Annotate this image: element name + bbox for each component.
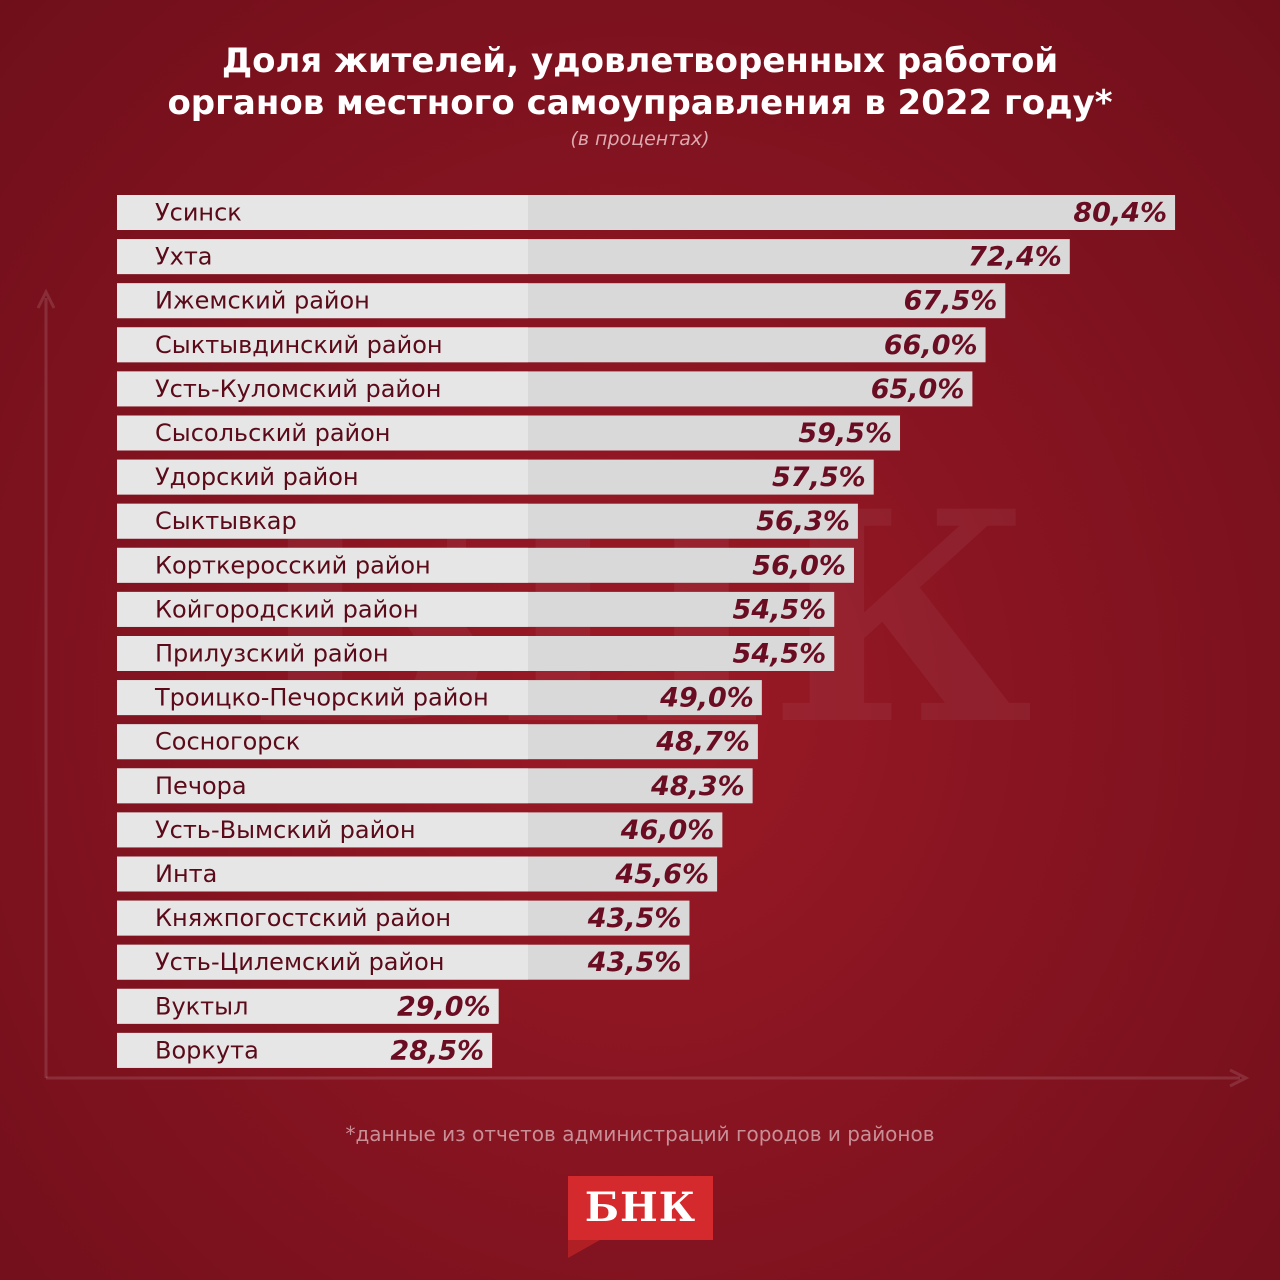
bar-highlight xyxy=(117,900,528,936)
bar-highlight xyxy=(117,503,528,539)
value-label: 67,5% xyxy=(904,286,998,317)
category-label: Троицко-Печорский район xyxy=(154,684,489,712)
bar-highlight xyxy=(117,812,528,848)
bar-row: Сосногорск 48,7% xyxy=(117,724,758,760)
bar-row: Ухта 72,4% xyxy=(117,239,1070,275)
bar-row: Койгородский район 54,5% xyxy=(117,591,835,627)
value-label: 45,6% xyxy=(614,859,709,890)
bar-row: Корткеросский район 56,0% xyxy=(117,547,854,583)
bar-highlight xyxy=(117,768,528,804)
bar-highlight xyxy=(117,327,528,363)
bar-row: Княжпогостский район 43,5% xyxy=(117,900,690,936)
bar-highlight xyxy=(117,459,528,495)
value-label: 43,5% xyxy=(587,903,682,934)
category-label: Княжпогостский район xyxy=(155,904,451,932)
value-label: 72,4% xyxy=(968,242,1062,273)
bar-row: Ижемский район 67,5% xyxy=(117,283,1006,319)
category-label: Сыктывдинский район xyxy=(155,331,443,359)
value-label: 49,0% xyxy=(659,683,754,714)
chart-subtitle: (в процентах) xyxy=(570,128,710,150)
category-label: Усть-Цилемский район xyxy=(155,948,444,976)
bar-row: Инта 45,6% xyxy=(117,856,718,892)
bar-row: Троицко-Печорский район 49,0% xyxy=(117,680,762,716)
value-label: 46,0% xyxy=(620,815,715,846)
bar-highlight xyxy=(117,239,528,275)
bar-highlight xyxy=(117,547,528,583)
bar-highlight xyxy=(117,636,528,671)
category-label: Усинск xyxy=(155,199,242,227)
bar-highlight xyxy=(117,371,528,407)
value-label: 59,5% xyxy=(798,418,892,449)
value-label: 57,5% xyxy=(772,462,866,493)
bar-highlight xyxy=(117,856,528,892)
bar-row: Вуктыл 29,0% xyxy=(117,988,499,1024)
bar-highlight xyxy=(117,591,528,627)
category-label: Усть-Куломский район xyxy=(155,375,441,403)
logo-text: БНК xyxy=(568,1176,713,1240)
category-label: Корткеросский район xyxy=(155,551,431,579)
value-label: 43,5% xyxy=(587,947,682,978)
bar-row: Печора 48,3% xyxy=(117,768,753,804)
value-label: 54,5% xyxy=(733,639,827,670)
bar-row: Удорский район 57,5% xyxy=(117,459,874,495)
bar-highlight xyxy=(117,283,528,319)
chart-title: Доля жителей, удовлетворенных работой ор… xyxy=(0,40,1280,124)
chart-title-line-2: органов местного самоуправления в 2022 г… xyxy=(167,83,1113,123)
bar-row: Сыктывкар 56,3% xyxy=(117,503,858,539)
category-label: Вуктыл xyxy=(155,992,248,1020)
category-label: Ухта xyxy=(155,243,213,271)
value-label: 54,5% xyxy=(733,594,827,625)
category-label: Прилузский район xyxy=(155,640,389,668)
value-label: 66,0% xyxy=(884,330,978,361)
value-label: 56,3% xyxy=(756,506,850,537)
bar-highlight xyxy=(117,680,528,716)
footnote: *данные из отчетов администраций городов… xyxy=(345,1122,935,1146)
value-label: 80,4% xyxy=(1073,198,1167,229)
bar-row: Усть-Куломский район 65,0% xyxy=(117,371,973,407)
bar-row: Усинск 80,4% xyxy=(117,195,1176,230)
category-label: Печора xyxy=(155,772,247,800)
value-label: 56,0% xyxy=(752,550,846,581)
bar-row: Сысольский район 59,5% xyxy=(117,415,901,451)
bars-layer: Усинск 80,4% Ухта 72,4% Ижемский район 67,5% С… xyxy=(117,195,1176,1068)
bar-highlight xyxy=(117,195,528,230)
bar-row: Сыктывдинский район 66,0% xyxy=(117,327,986,363)
category-label: Сыктывкар xyxy=(155,507,297,535)
chart-title-line-1: Доля жителей, удовлетворенных работой xyxy=(221,41,1059,81)
value-label: 48,7% xyxy=(655,727,750,758)
bar-row: Усть-Цилемский район 43,5% xyxy=(117,944,690,980)
bar-row: Воркута 28,5% xyxy=(117,1032,493,1068)
category-label: Инта xyxy=(155,860,217,888)
category-label: Койгородский район xyxy=(155,595,419,623)
bar-highlight xyxy=(117,1032,493,1068)
category-label: Удорский район xyxy=(155,463,359,491)
category-label: Сосногорск xyxy=(155,728,300,756)
value-label: 29,0% xyxy=(397,991,491,1022)
decor-axis-y-arrow xyxy=(36,288,56,309)
value-label: 65,0% xyxy=(871,374,965,405)
category-label: Ижемский район xyxy=(155,287,370,315)
bar-highlight xyxy=(117,724,528,760)
logo-tail-shape xyxy=(568,1240,600,1258)
bar-row: Усть-Вымский район 46,0% xyxy=(117,812,723,848)
bar-row: Прилузский район 54,5% xyxy=(117,636,835,671)
category-label: Сысольский район xyxy=(155,419,391,447)
bnk-logo: БНК xyxy=(568,1176,713,1258)
decor-axis-x-arrow xyxy=(1229,1068,1250,1088)
bar-highlight xyxy=(117,415,528,451)
bar-highlight xyxy=(117,944,528,980)
category-label: Воркута xyxy=(155,1036,259,1064)
value-label: 28,5% xyxy=(390,1035,484,1066)
bar-highlight xyxy=(117,988,499,1024)
category-label: Усть-Вымский район xyxy=(155,816,416,844)
value-label: 48,3% xyxy=(650,771,745,802)
